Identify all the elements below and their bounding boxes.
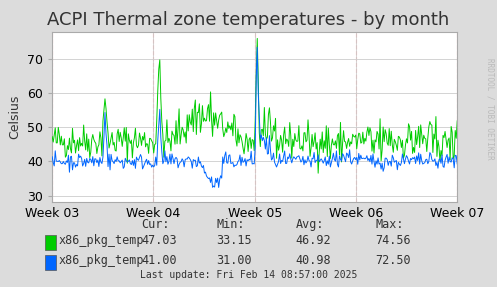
Text: x86_pkg_temp: x86_pkg_temp (59, 234, 144, 247)
Text: 47.03: 47.03 (142, 234, 177, 247)
Text: RRDTOOL / TOBI OETIKER: RRDTOOL / TOBI OETIKER (486, 58, 495, 160)
Text: 72.50: 72.50 (375, 254, 411, 267)
Text: 74.56: 74.56 (375, 234, 411, 247)
Text: 33.15: 33.15 (216, 234, 252, 247)
Text: 46.92: 46.92 (296, 234, 331, 247)
Text: Max:: Max: (375, 218, 404, 231)
Text: x86_pkg_temp: x86_pkg_temp (59, 254, 144, 267)
Text: Min:: Min: (216, 218, 245, 231)
Text: 41.00: 41.00 (142, 254, 177, 267)
Y-axis label: Celsius: Celsius (8, 95, 21, 139)
Text: 31.00: 31.00 (216, 254, 252, 267)
Text: Last update: Fri Feb 14 08:57:00 2025: Last update: Fri Feb 14 08:57:00 2025 (140, 270, 357, 280)
Text: ACPI Thermal zone temperatures - by month: ACPI Thermal zone temperatures - by mont… (47, 11, 450, 30)
Text: Cur:: Cur: (142, 218, 170, 231)
Text: Avg:: Avg: (296, 218, 324, 231)
Text: 40.98: 40.98 (296, 254, 331, 267)
